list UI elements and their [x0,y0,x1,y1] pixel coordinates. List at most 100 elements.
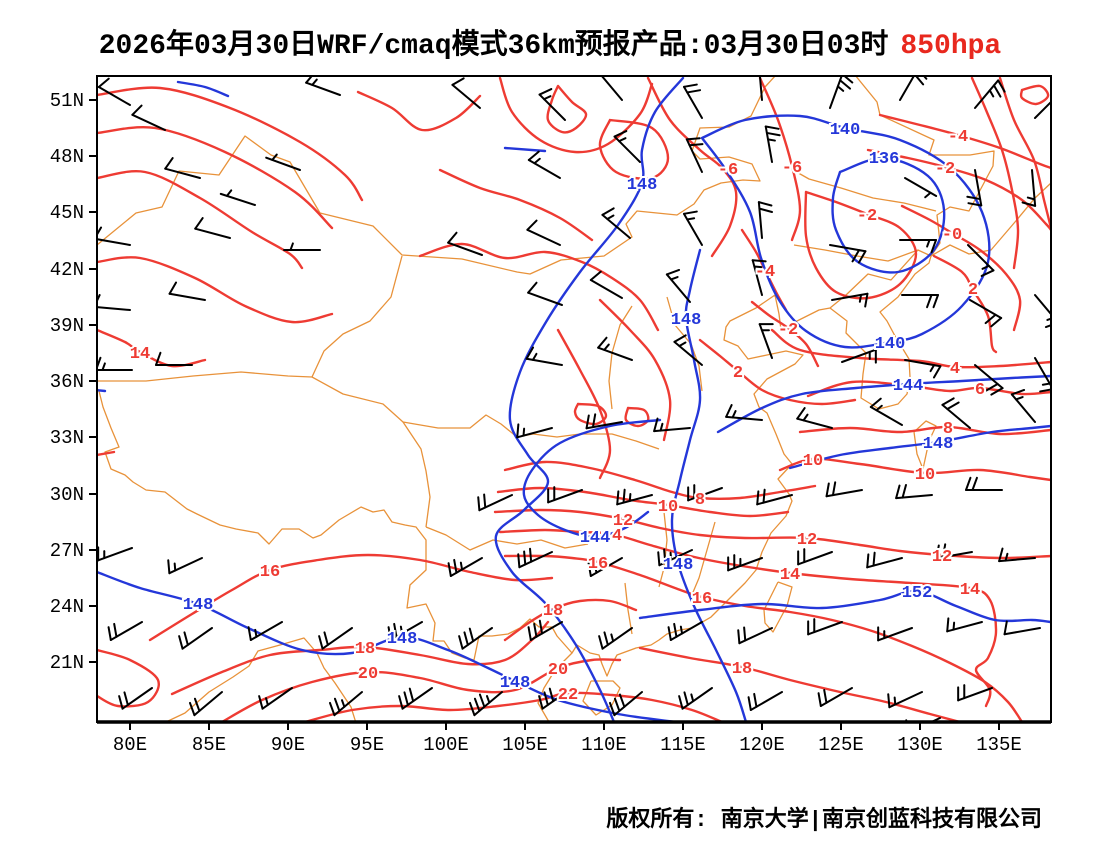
wind-barb-feather [966,195,982,201]
copyright-text: 版权所有: 南京大学|南京创蓝科技有限公司 [606,808,1042,833]
wind-barb [525,346,563,366]
wind-barb [957,684,993,702]
wind-barb [597,336,633,361]
wind-barb-feather [932,365,942,379]
map-border-line [165,637,357,722]
wind-barb-staff [97,306,131,311]
temperature-label: 18 [732,660,752,679]
x-axis-label: 120E [739,734,785,756]
temperature-contour-line [97,450,116,457]
temperature-label: 12 [932,548,952,567]
wind-barb-feather [887,693,891,709]
wind-barb [869,397,903,426]
height-contour-line [522,418,662,539]
wind-barb [998,547,1036,563]
wind-barb-feather [323,631,329,646]
wind-barb-feather [622,488,626,504]
temperature-contour-line [356,90,482,132]
wind-barb-feather [1021,201,1037,207]
wind-barb-feather [946,401,960,411]
wind-barb [1034,294,1051,329]
wind-barb-half-feather [173,562,177,572]
wind-barb [247,621,283,641]
wind-barb-feather [97,356,102,371]
wind-barb-half-feather [924,191,932,199]
wind-barb-feather [318,635,324,650]
wind-barb-staff [797,551,833,566]
wind-barb-feather [872,551,876,567]
map-border-line [402,414,660,450]
wind-barb [965,476,1003,491]
temperature-contour-line [97,126,334,230]
wind-barb-staff [899,76,916,101]
wind-barb-half-feather [1056,97,1059,103]
x-axis-label: 90E [271,734,305,756]
wind-barb-feather [757,201,773,207]
wind-barb-feather [447,231,458,244]
wind-barb-feather [990,387,1004,396]
temperature-contour-line [496,486,790,518]
axis-layer: 80E 85E 90E 95E 100E 105E 110E 115E 120E 125E 130E… [50,90,1022,756]
temperature-contour-line [806,380,1051,398]
wind-barb [178,627,213,650]
wind-barb [974,79,1006,109]
map-border-line [930,182,1051,257]
temperature-label: 12 [613,512,633,531]
wind-barb-staff [473,691,503,717]
temperature-label: -2 [935,160,955,179]
wind-barb-feather [387,626,392,641]
wind-barb [1034,97,1059,119]
wind-barb-half-feather [802,413,809,422]
wind-barb-feather [593,558,598,574]
wind-barb-feather [591,413,597,429]
plot-content-layer: 14-6 -6-4-2-2-02-22-446810101212148101214… [97,71,1059,722]
wind-barb [328,691,363,717]
height-label: 144 [580,529,611,548]
wind-barb-staff [946,621,983,633]
wind-barb-feather [538,695,544,710]
wind-barb [527,619,563,641]
temperature-contour-line [624,406,650,428]
wind-barb-half-feather [679,625,684,635]
wind-barb-staff [866,557,903,569]
wind-barb [687,484,723,502]
wind-barb-half-feather [875,404,883,412]
temperature-label: -6 [718,161,738,180]
wind-barb-feather [601,207,615,216]
wind-barb-feather [759,71,772,74]
wind-barb-feather [1010,388,1026,396]
temperature-contour-line [750,300,820,368]
temperature-contour-line [778,457,1051,482]
temperature-contour-line [556,328,612,480]
wind-barb-feather [965,476,972,491]
wind-barb [756,488,793,506]
wind-barb-feather [305,76,314,84]
wind-barb-feather [188,701,196,717]
temperature-label: 2 [733,364,743,383]
temperature-label: 4 [950,360,960,379]
wind-barb-feather [587,562,592,577]
wind-barb [747,691,783,711]
wind-barb-half-feather [533,157,541,165]
wind-barb-feather [167,559,171,575]
wind-barb-staff [164,167,201,179]
map-border-line [913,420,937,470]
height-label: 148 [387,630,418,649]
wind-barb [1003,620,1041,636]
wind-barb-staff [895,494,933,500]
wind-barb-feather [980,269,995,277]
wind-barb-feather [533,622,538,638]
temperature-contour-line [97,648,160,708]
temperature-label: 20 [358,665,378,684]
height-contour-line [503,146,547,153]
wind-barb-feather [548,687,555,703]
wind-barb-feather [453,558,458,574]
temperature-label: 10 [803,452,823,471]
wind-barb-feather [737,629,741,645]
wind-barb-half-feather [659,422,664,432]
wind-barb-feather [992,84,1002,98]
wind-barb [829,244,867,264]
wind-barb-feather [823,688,828,704]
wind-barb-feather [526,219,538,231]
wind-barb-feather [468,627,475,643]
